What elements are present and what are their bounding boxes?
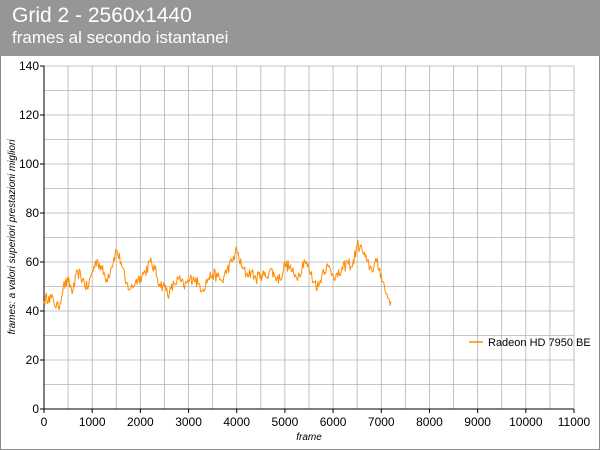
y-tick-label: 60 [26, 255, 40, 269]
chart-title: Grid 2 - 2560x1440 [12, 4, 192, 27]
x-axis-title: frame [296, 432, 322, 443]
x-tick-label: 7000 [368, 415, 395, 429]
legend: Radeon HD 7950 BE [469, 337, 591, 349]
x-tick-label: 11000 [558, 415, 591, 429]
series-line [43, 239, 392, 310]
series-group [43, 239, 392, 310]
x-tick-label: 8000 [416, 415, 443, 429]
x-tick-label: 5000 [272, 415, 299, 429]
x-tick-label: 0 [41, 415, 48, 429]
y-tick-label: 0 [32, 402, 39, 416]
y-tick-label: 40 [26, 304, 40, 318]
y-tick-label: 80 [26, 206, 40, 220]
x-tick-label: 1000 [79, 415, 106, 429]
legend-label: Radeon HD 7950 BE [488, 337, 591, 349]
y-tick-label: 140 [19, 59, 39, 73]
y-axis-title: frames: a valori superiori prestazioni m… [7, 139, 18, 335]
chart-header: Grid 2 - 2560x1440 frames al secondo ist… [0, 0, 600, 56]
x-tick-label: 9000 [464, 415, 491, 429]
y-tick-label: 20 [26, 353, 40, 367]
y-tick-label: 120 [19, 108, 39, 122]
x-axis-ticks: 0 1000 2000 3000 4000 5000 6000 7000 8000 9000 100… [41, 409, 591, 429]
grid-lines [44, 65, 575, 409]
y-tick-label: 100 [19, 157, 39, 171]
x-tick-label: 4000 [223, 415, 250, 429]
x-tick-label: 10000 [509, 415, 543, 429]
y-axis-ticks: 0 20 40 60 80 100 120 140 [19, 59, 44, 416]
x-tick-label: 3000 [175, 415, 202, 429]
chart-subtitle: frames al secondo istantanei [12, 28, 229, 47]
x-tick-label: 6000 [320, 415, 347, 429]
x-tick-label: 2000 [127, 415, 154, 429]
